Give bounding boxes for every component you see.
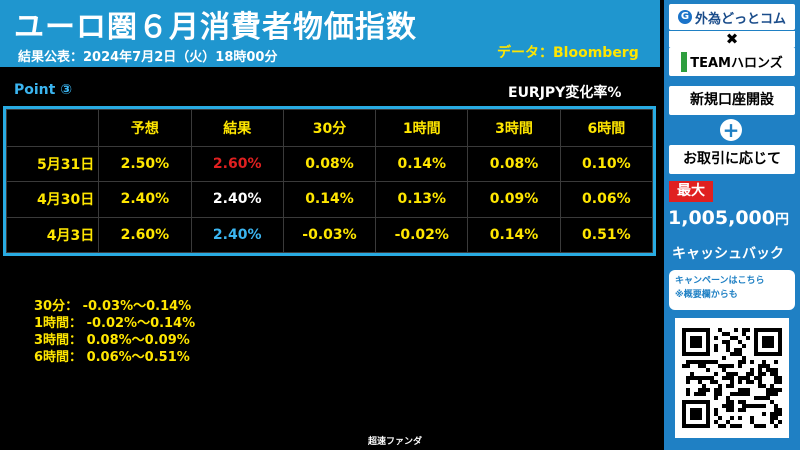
change-30m-cell: -0.03%: [282, 216, 377, 254]
qr-code-icon[interactable]: [675, 318, 789, 438]
change-6h-cell: 0.06%: [559, 181, 654, 218]
qr-code-graphic: [682, 328, 782, 428]
gaitame-logo: G 外為どっとコム: [669, 4, 795, 30]
column-header: 1時間: [375, 109, 469, 147]
campaign-text: キャンペーンはこちら: [675, 276, 765, 286]
data-source: データ：Bloomberg: [497, 45, 639, 61]
cashback-amount: 1,005,000円: [668, 207, 789, 229]
change-1h-cell: -0.02%: [375, 216, 469, 254]
range-30m: 30分： -0.03%～0.14%: [34, 299, 192, 314]
announce-datetime: 結果公表：2024年7月2日（火）18時00分: [18, 50, 278, 65]
collab-x-icon: ✖: [669, 31, 795, 47]
gaitame-logo-icon: G: [677, 10, 692, 24]
plus-icon: +: [720, 119, 742, 141]
table-row: 5月31日 2.50% 2.60% 0.08% 0.14% 0.08% 0.10…: [5, 145, 654, 183]
trade-condition-label: お取引に応じて: [669, 145, 795, 174]
table-row: 4月30日 2.40% 2.40% 0.14% 0.13% 0.09% 0.06…: [5, 181, 654, 218]
column-header: 予想: [98, 109, 192, 147]
range-3h: 3時間： 0.08%～0.09%: [34, 333, 190, 348]
team-logo-bar-icon: [681, 51, 688, 72]
results-table: 予想 結果 30分 1時間 3時間 6時間 5月31日 2.50% 2.60% …: [3, 106, 656, 256]
result-cell: 2.40%: [190, 181, 284, 218]
campaign-note: ※概要欄からも: [675, 290, 738, 300]
amount-value: 1,005,000: [668, 207, 775, 229]
column-header: [5, 109, 100, 147]
campaign-link[interactable]: キャンペーンはこちら ※概要欄からも: [669, 270, 795, 310]
range-6h: 6時間： 0.06%～0.51%: [34, 350, 190, 365]
change-3h-cell: 0.14%: [467, 216, 561, 254]
change-30m-cell: 0.14%: [282, 181, 377, 218]
change-6h-cell: 0.10%: [559, 145, 654, 183]
cashback-label: キャッシュバック: [672, 246, 784, 262]
column-header: 30分: [282, 109, 377, 147]
row-date: 4月3日: [5, 216, 100, 254]
forecast-cell: 2.60%: [98, 216, 192, 254]
change-3h-cell: 0.08%: [467, 145, 561, 183]
side-ad-panel[interactable]: G 外為どっとコム ✖ TEAMハロンズ 新規口座開設 + お取引に応じて 最大…: [664, 0, 800, 450]
point-label: Point ③: [14, 82, 73, 98]
header-banner: ユーロ圏６月消費者物価指数 結果公表：2024年7月2日（火）18時00分 デー…: [0, 0, 660, 67]
change-3h-cell: 0.09%: [467, 181, 561, 218]
column-header: 3時間: [467, 109, 561, 147]
team-logo-text: TEAMハロンズ: [690, 56, 783, 71]
forecast-cell: 2.50%: [98, 145, 192, 183]
page-title: ユーロ圏６月消費者物価指数: [14, 10, 417, 45]
change-6h-cell: 0.51%: [559, 216, 654, 254]
table-header-row: 予想 結果 30分 1時間 3時間 6時間: [5, 109, 654, 147]
gaitame-logo-text: 外為どっとコム: [694, 11, 786, 27]
footer-label: 超速ファンダ: [368, 437, 423, 447]
result-cell: 2.40%: [190, 216, 284, 254]
yen-unit: 円: [774, 212, 789, 228]
open-account-button[interactable]: 新規口座開設: [669, 86, 795, 115]
range-summary: 30分： -0.03%～0.14% 1時間： -0.02%～0.14% 3時間：…: [34, 298, 195, 366]
result-cell: 2.60%: [190, 145, 284, 183]
table-row: 4月3日 2.60% 2.40% -0.03% -0.02% 0.14% 0.5…: [5, 216, 654, 254]
row-date: 4月30日: [5, 181, 100, 218]
range-1h: 1時間： -0.02%～0.14%: [34, 316, 196, 331]
team-harons-logo: TEAMハロンズ: [669, 47, 795, 76]
change-1h-cell: 0.13%: [375, 181, 469, 218]
max-badge: 最大: [669, 181, 713, 202]
change-rate-label: EURJPY変化率%: [508, 85, 622, 101]
change-1h-cell: 0.14%: [375, 145, 469, 183]
column-header: 結果: [190, 109, 284, 147]
change-30m-cell: 0.08%: [282, 145, 377, 183]
row-date: 5月31日: [5, 145, 100, 183]
column-header: 6時間: [559, 109, 654, 147]
forecast-cell: 2.40%: [98, 181, 192, 218]
